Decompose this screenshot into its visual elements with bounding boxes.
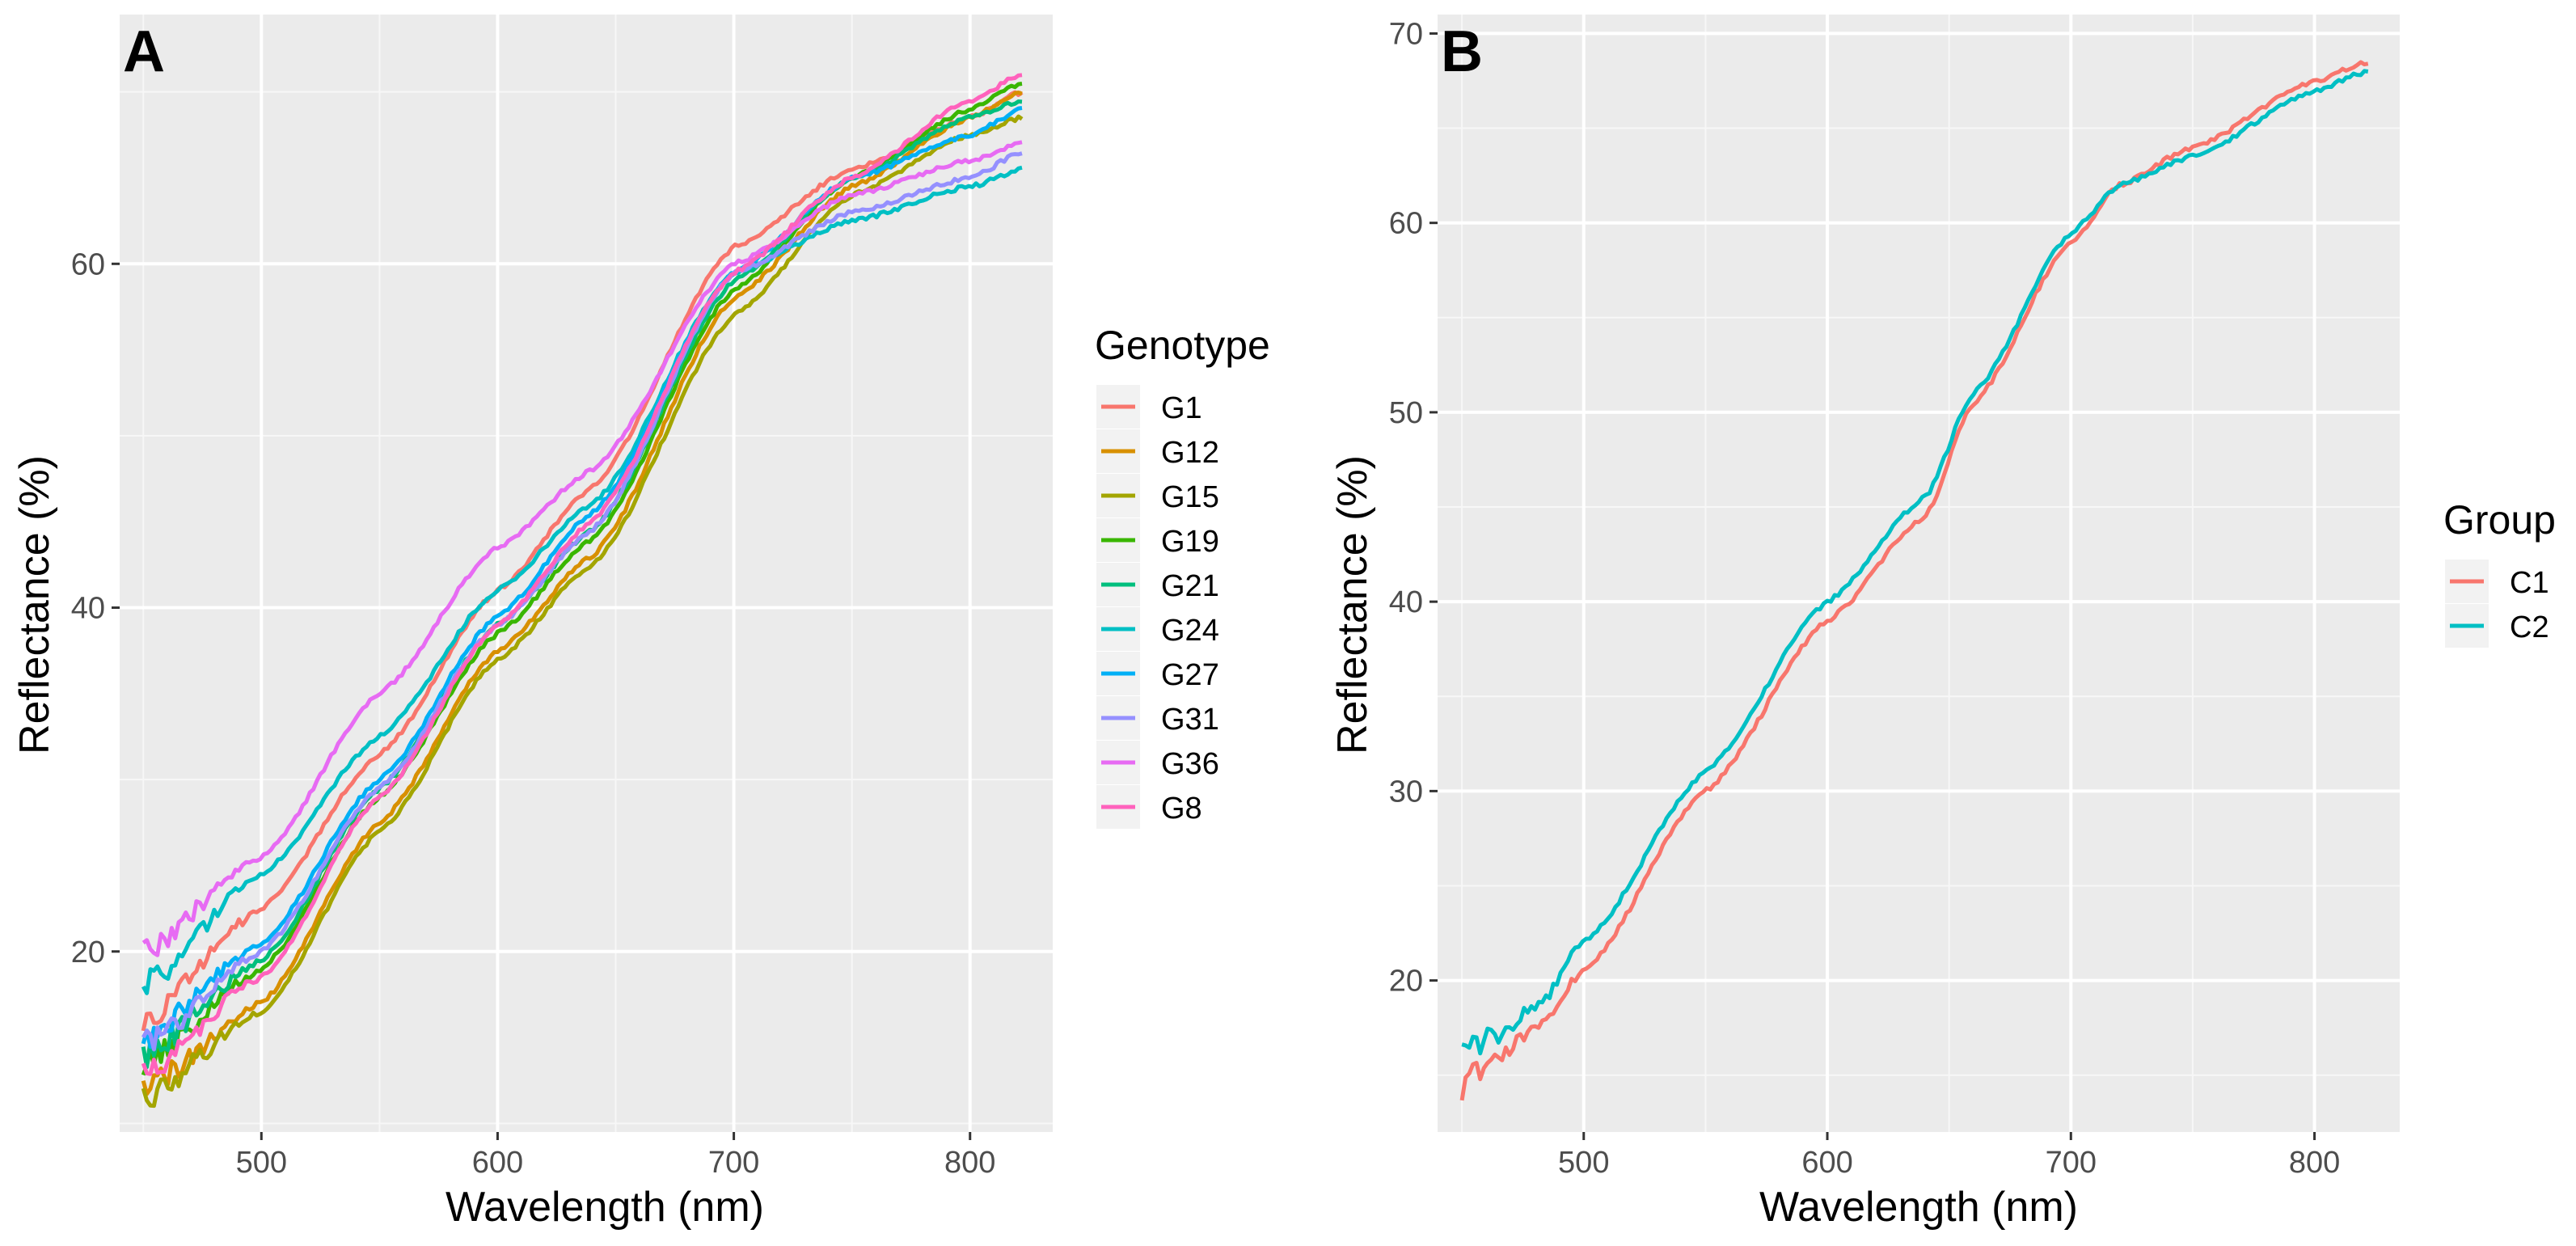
series-line-c1 bbox=[1459, 60, 2369, 1101]
panel-b: 500 600 700 800 20 30 40 50 60 70 B Wavelength (n… bbox=[1329, 15, 2556, 1231]
x-axis-title-a: Wavelength (nm) bbox=[446, 1184, 764, 1231]
legend-label-g21: G21 bbox=[1161, 569, 1219, 603]
legend-label-g8: G8 bbox=[1161, 792, 1202, 826]
panel-letter-b: B bbox=[1441, 19, 1483, 84]
y-tick-label: 20 bbox=[71, 936, 105, 969]
legend-label-g1: G1 bbox=[1161, 391, 1202, 425]
y-tick-label: 40 bbox=[71, 592, 105, 626]
series-line-g24 bbox=[141, 165, 1023, 995]
legend-title-a: Genotype bbox=[1095, 323, 1270, 368]
series-lines-a bbox=[141, 73, 1024, 1109]
legend-a: G1 G12 G15 G19 G21 G24 G27 G31 G36 G8 bbox=[1096, 385, 1219, 829]
series-line-g15 bbox=[141, 114, 1024, 1109]
series-line-g27 bbox=[141, 106, 1023, 1050]
x-tick-label: 800 bbox=[944, 1146, 995, 1180]
tick-labels-b: 500 600 700 800 20 30 40 50 60 70 bbox=[1389, 17, 2341, 1180]
y-tick-label: 60 bbox=[1389, 207, 1423, 241]
series-line-c2 bbox=[1461, 69, 2369, 1056]
legend-label-g31: G31 bbox=[1161, 703, 1219, 737]
legend-label-g19: G19 bbox=[1161, 525, 1219, 559]
legend-label-g27: G27 bbox=[1161, 658, 1219, 692]
x-tick-label: 500 bbox=[236, 1146, 287, 1180]
plot-background-b bbox=[1438, 15, 2400, 1132]
legend-title-b: Group bbox=[2443, 497, 2556, 543]
panel-a: 500 600 700 800 20 40 60 A Wavelength (nm) Ref… bbox=[11, 15, 1270, 1231]
series-line-g8 bbox=[141, 73, 1023, 1076]
y-tick-label: 70 bbox=[1389, 17, 1423, 51]
legend-label-g24: G24 bbox=[1161, 614, 1219, 648]
series-line-g31 bbox=[141, 151, 1023, 1052]
series-line-g12 bbox=[141, 91, 1023, 1096]
y-axis-title-b: Reflectance (%) bbox=[1329, 455, 1376, 754]
series-lines-b bbox=[1459, 60, 2369, 1101]
y-tick-label: 50 bbox=[1389, 396, 1423, 430]
panel-letter-a: A bbox=[123, 19, 165, 84]
series-line-g36 bbox=[141, 140, 1023, 957]
legend-label-g12: G12 bbox=[1161, 436, 1219, 470]
y-tick-label: 40 bbox=[1389, 585, 1423, 619]
x-tick-label: 600 bbox=[472, 1146, 523, 1180]
y-tick-label: 30 bbox=[1389, 775, 1423, 809]
x-axis-title-b: Wavelength (nm) bbox=[1759, 1184, 2078, 1231]
x-tick-label: 700 bbox=[708, 1146, 759, 1180]
grid-a bbox=[120, 15, 1053, 1132]
y-tick-label: 60 bbox=[71, 247, 105, 281]
legend-label-c1: C1 bbox=[2510, 566, 2549, 600]
plot-background-a bbox=[120, 15, 1053, 1132]
series-line-g1 bbox=[141, 90, 1024, 1032]
x-tick-label: 500 bbox=[1558, 1146, 1609, 1180]
legend-label-g36: G36 bbox=[1161, 747, 1219, 781]
legend-label-g15: G15 bbox=[1161, 480, 1219, 514]
x-tick-label: 700 bbox=[2046, 1146, 2097, 1180]
grid-b bbox=[1438, 15, 2400, 1132]
y-axis-title-a: Reflectance (%) bbox=[11, 455, 58, 754]
tick-labels-a: 500 600 700 800 20 40 60 bbox=[71, 247, 996, 1180]
x-tick-label: 800 bbox=[2289, 1146, 2340, 1180]
legend-label-c2: C2 bbox=[2510, 610, 2549, 644]
x-tick-label: 600 bbox=[1801, 1146, 1852, 1180]
y-tick-label: 20 bbox=[1389, 965, 1423, 999]
